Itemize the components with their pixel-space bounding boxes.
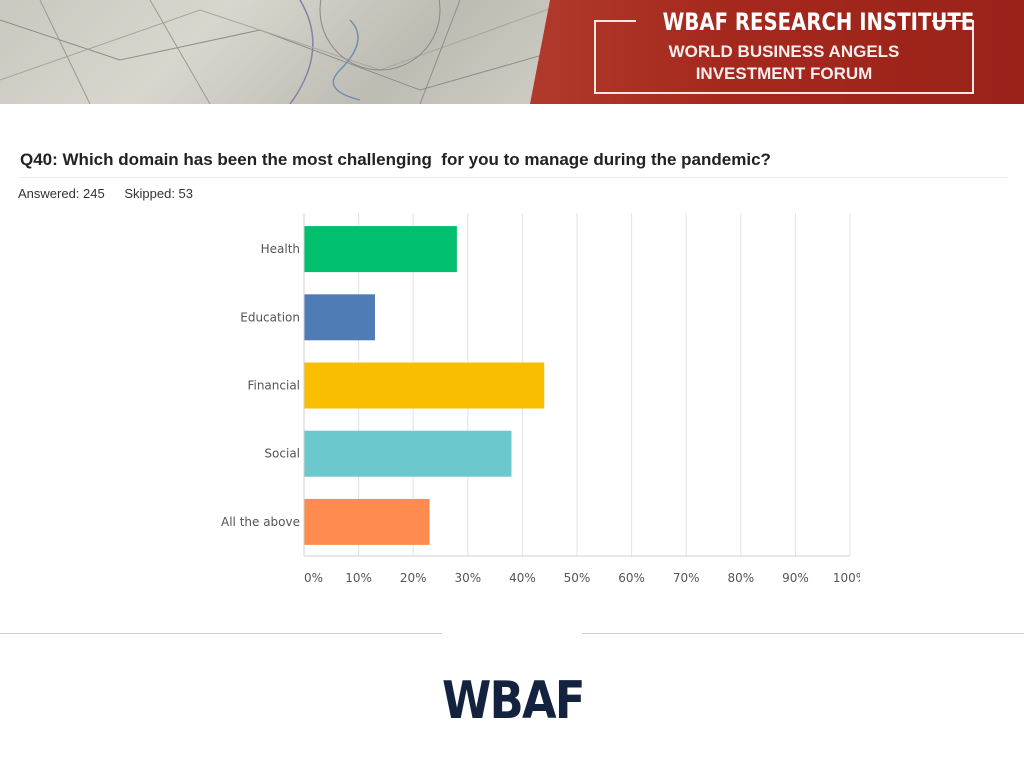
x-tick-label: 70% (673, 571, 700, 585)
chart-tick-labels: 0% 10% 20% 30% 40% 50% 60% 70% 80% 90% 100% (304, 571, 860, 585)
x-tick-label: 40% (509, 571, 536, 585)
chart-bars (304, 226, 545, 545)
map-background (0, 0, 560, 104)
banner-title: WBAF RESEARCH INSTITUTE (662, 8, 975, 36)
category-label: All the above (221, 515, 300, 529)
bar-chart: Health Education Financial Social All the ab… (221, 213, 860, 585)
x-tick-label: 90% (782, 571, 809, 585)
banner-frame (594, 20, 974, 94)
header-banner: WBAF RESEARCH INSTITUTE WORLD BUSINESS A… (0, 0, 1024, 104)
category-label: Financial (247, 379, 300, 393)
question-divider (18, 177, 1008, 178)
bar-education (304, 294, 375, 341)
banner-red-panel (530, 0, 1024, 104)
x-tick-label: 10% (345, 571, 372, 585)
x-tick-label: 30% (454, 571, 481, 585)
bar-all-the-above (304, 498, 430, 545)
x-tick-label: 100% (833, 571, 860, 585)
bar-social (304, 430, 512, 477)
x-tick-label: 0% (304, 571, 323, 585)
category-label: Education (240, 310, 300, 324)
x-tick-label: 60% (618, 571, 645, 585)
response-stats: Answered: 245 Skipped: 53 (18, 186, 209, 201)
footer-divider-right (582, 633, 1024, 634)
answered-count: Answered: 245 (18, 186, 105, 201)
question-title: Q40: Which domain has been the most chal… (20, 150, 771, 169)
banner-subtitle-line-2: INVESTMENT FORUM (695, 64, 873, 83)
category-label: Health (261, 242, 300, 256)
x-tick-label: 50% (564, 571, 591, 585)
wbaf-logo: WBAF (442, 671, 585, 731)
map-lines (0, 0, 560, 104)
category-label: Social (264, 447, 300, 461)
x-tick-label: 80% (727, 571, 754, 585)
banner-frame-top-left (594, 20, 636, 22)
bar-health (304, 226, 457, 273)
chart-category-labels: Health Education Financial Social All the ab… (221, 242, 300, 529)
bar-financial (304, 362, 545, 409)
skipped-count: Skipped: 53 (124, 186, 194, 201)
banner-subtitle-line-1: WORLD BUSINESS ANGELS (668, 42, 900, 61)
footer-divider-left (0, 633, 442, 634)
x-tick-label: 20% (400, 571, 427, 585)
banner-frame-top-right (932, 20, 974, 22)
